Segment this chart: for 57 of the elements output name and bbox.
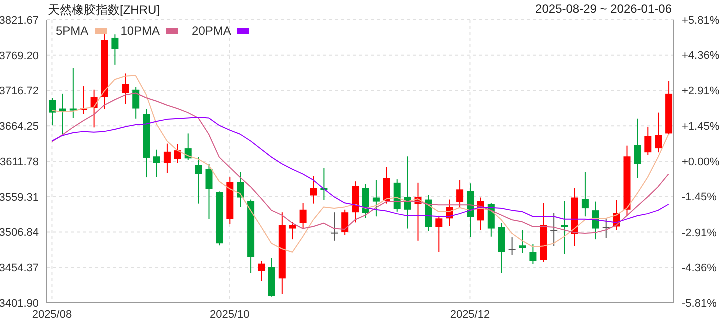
candlestick xyxy=(195,156,202,204)
y2-tick-label: +4.36% xyxy=(682,50,720,62)
candlestick xyxy=(164,143,171,174)
y2-tick-label: +5.81% xyxy=(682,14,720,27)
candlestick xyxy=(289,222,296,240)
legend-label: 20PMA xyxy=(192,24,232,38)
y2-tick-label: -1.45% xyxy=(682,192,718,204)
candlestick xyxy=(436,215,443,253)
candlestick xyxy=(342,209,349,236)
candlestick xyxy=(582,172,589,218)
candlestick xyxy=(122,73,130,105)
candlestick xyxy=(310,176,318,204)
candlestick xyxy=(383,166,390,204)
y2-tick-label: -4.36% xyxy=(682,262,718,275)
candlestick xyxy=(331,212,338,242)
y2-tick-label: +0.00% xyxy=(682,156,720,168)
candlestick xyxy=(519,230,526,254)
candlestick xyxy=(154,149,160,178)
chart-subtitle: 2025-08-29 ~ 2026-01-06 xyxy=(536,2,672,16)
y-tick-label: 3821.67 xyxy=(0,14,39,27)
candlestick xyxy=(550,212,558,247)
candlestick xyxy=(372,180,380,218)
candlestick xyxy=(592,201,600,240)
y2-tick-label: -2.91% xyxy=(682,227,718,240)
candlestick xyxy=(258,260,265,282)
candlestick xyxy=(206,164,213,220)
x-tick-label: 2025/08 xyxy=(32,308,72,320)
legend-label: 5PMA xyxy=(56,24,89,38)
y-tick-label: 3611.78 xyxy=(0,156,39,168)
candlestick xyxy=(634,118,642,179)
candlestick xyxy=(237,172,244,208)
x-tick-label: 2025/10 xyxy=(210,308,250,320)
legend-label: 10PMA xyxy=(120,24,160,38)
candlestick xyxy=(49,97,56,126)
y-tick-label: 3506.84 xyxy=(0,227,39,240)
y2-tick-label: +2.91% xyxy=(682,86,720,98)
y-tick-label: 3716.72 xyxy=(0,86,39,98)
candlestick xyxy=(300,202,307,230)
candlestick xyxy=(655,112,662,154)
y2-tick-label: -5.81% xyxy=(682,298,718,310)
chart-title: 天然橡胶指数[ZHRU] xyxy=(48,2,160,19)
y-tick-label: 3559.31 xyxy=(0,192,39,204)
candlestick xyxy=(112,34,119,66)
y-tick-label: 3664.25 xyxy=(0,121,39,134)
candlestick xyxy=(644,126,652,156)
x-tick-label: 2025/12 xyxy=(450,308,490,320)
candlestick xyxy=(132,86,140,120)
y-tick-label: 3769.20 xyxy=(0,50,39,62)
y-tick-label: 3401.90 xyxy=(0,298,39,310)
candlestick xyxy=(561,200,568,255)
candlestick xyxy=(602,218,610,239)
candlestick xyxy=(530,244,537,266)
candlestick xyxy=(508,237,516,256)
y2-tick-label: +1.45% xyxy=(682,121,720,134)
candlestick xyxy=(456,180,464,210)
candlestick xyxy=(174,144,182,164)
y-tick-label: 3454.37 xyxy=(0,262,39,275)
